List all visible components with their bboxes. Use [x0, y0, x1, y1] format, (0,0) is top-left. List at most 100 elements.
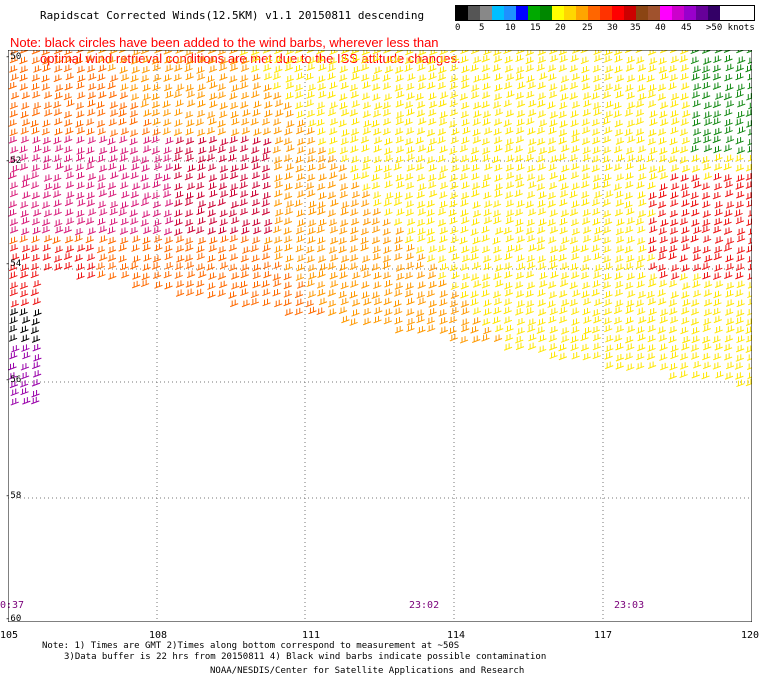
- wind-barb: [98, 225, 108, 234]
- wind-barb: [130, 102, 139, 110]
- wind-barb: [241, 118, 250, 126]
- wind-barb: [295, 226, 305, 235]
- wind-barb: [217, 127, 227, 136]
- wind-barb: [209, 236, 218, 245]
- wind-barb: [417, 253, 426, 262]
- wind-barb: [571, 200, 580, 209]
- wind-barb: [713, 173, 722, 181]
- wind-barb: [679, 217, 689, 226]
- wind-barb: [560, 182, 569, 191]
- wind-barb: [583, 327, 592, 335]
- wind-barb: [602, 255, 612, 263]
- wind-barb: [33, 65, 42, 73]
- wind-barb: [107, 56, 116, 64]
- wind-barb: [712, 225, 722, 234]
- wind-barb: [231, 128, 240, 137]
- wind-barb: [481, 54, 490, 63]
- wind-barb: [483, 50, 492, 56]
- wind-barb: [537, 289, 546, 297]
- wind-barb: [581, 281, 591, 290]
- wind-barb: [701, 192, 711, 200]
- wind-barb: [669, 73, 679, 82]
- wind-barb: [426, 200, 435, 208]
- wind-barb: [351, 299, 361, 307]
- wind-barb: [671, 146, 680, 155]
- wind-barb: [659, 183, 668, 191]
- wind-barb: [96, 120, 106, 128]
- wind-barb: [395, 174, 404, 182]
- wind-barb: [736, 227, 746, 236]
- wind-barb: [680, 183, 689, 191]
- wind-barb: [240, 135, 249, 144]
- wind-barb: [63, 64, 73, 73]
- wind-barb: [42, 218, 51, 227]
- wind-barb: [428, 137, 438, 146]
- wind-barb: [537, 226, 546, 234]
- wind-barb: [448, 326, 457, 335]
- wind-barb: [735, 289, 744, 298]
- lat-label: -52: [5, 156, 22, 166]
- legend-swatch: [576, 6, 588, 20]
- wind-barb: [416, 109, 426, 118]
- wind-barb: [426, 129, 436, 137]
- wind-barb: [637, 191, 646, 199]
- wind-barb: [19, 380, 29, 388]
- wind-barb: [341, 50, 350, 54]
- wind-barb: [703, 144, 713, 153]
- wind-barb: [173, 153, 183, 162]
- wind-barb: [8, 209, 17, 217]
- wind-barb: [395, 145, 405, 154]
- wind-barb: [132, 235, 141, 243]
- wind-barb: [327, 262, 336, 270]
- wind-barb: [679, 370, 688, 379]
- wind-barb: [9, 101, 19, 110]
- wind-barb: [328, 246, 338, 254]
- wind-barb: [351, 117, 360, 126]
- wind-barb: [669, 316, 679, 324]
- wind-barb: [636, 326, 645, 334]
- wind-barb: [372, 110, 382, 118]
- wind-barb: [426, 217, 435, 225]
- wind-barb: [481, 91, 491, 99]
- wind-barb: [415, 261, 424, 270]
- wind-barb: [109, 154, 118, 163]
- wind-barb: [143, 119, 152, 127]
- wind-barb: [637, 291, 647, 299]
- wind-barb: [713, 182, 723, 191]
- wind-barb: [98, 64, 107, 73]
- wind-barb: [593, 54, 603, 63]
- wind-barb: [747, 282, 752, 289]
- wind-barb: [483, 127, 493, 135]
- wind-barb: [329, 101, 338, 110]
- wind-barb: [681, 209, 690, 217]
- wind-barb: [560, 272, 570, 280]
- wind-barb: [262, 288, 271, 297]
- wind-barb: [240, 74, 249, 83]
- wind-barb: [680, 92, 689, 101]
- footer-credit: NOAA/NESDIS/Center for Satellite Applica…: [210, 666, 525, 676]
- wind-barb: [725, 299, 735, 307]
- wind-barb: [528, 99, 537, 108]
- wind-barb: [21, 227, 30, 236]
- wind-barb: [460, 154, 470, 163]
- wind-barb: [472, 118, 481, 126]
- wind-barb: [549, 226, 559, 234]
- wind-barb: [614, 65, 623, 74]
- wind-barb: [591, 244, 600, 253]
- wind-barb: [604, 352, 613, 360]
- wind-barb: [77, 74, 86, 83]
- wind-barb: [459, 236, 468, 245]
- wind-barb: [405, 50, 414, 56]
- wind-barb: [151, 92, 160, 101]
- wind-barb: [88, 73, 97, 81]
- wind-barb: [129, 209, 138, 217]
- wind-barb: [65, 127, 74, 135]
- wind-barb: [274, 299, 283, 308]
- wind-barb: [382, 101, 391, 110]
- wind-barb: [647, 279, 657, 288]
- wind-barb: [361, 92, 371, 101]
- wind-barb: [264, 109, 273, 118]
- wind-barb: [615, 137, 625, 145]
- wind-barb: [295, 164, 304, 173]
- wind-barb: [648, 129, 657, 137]
